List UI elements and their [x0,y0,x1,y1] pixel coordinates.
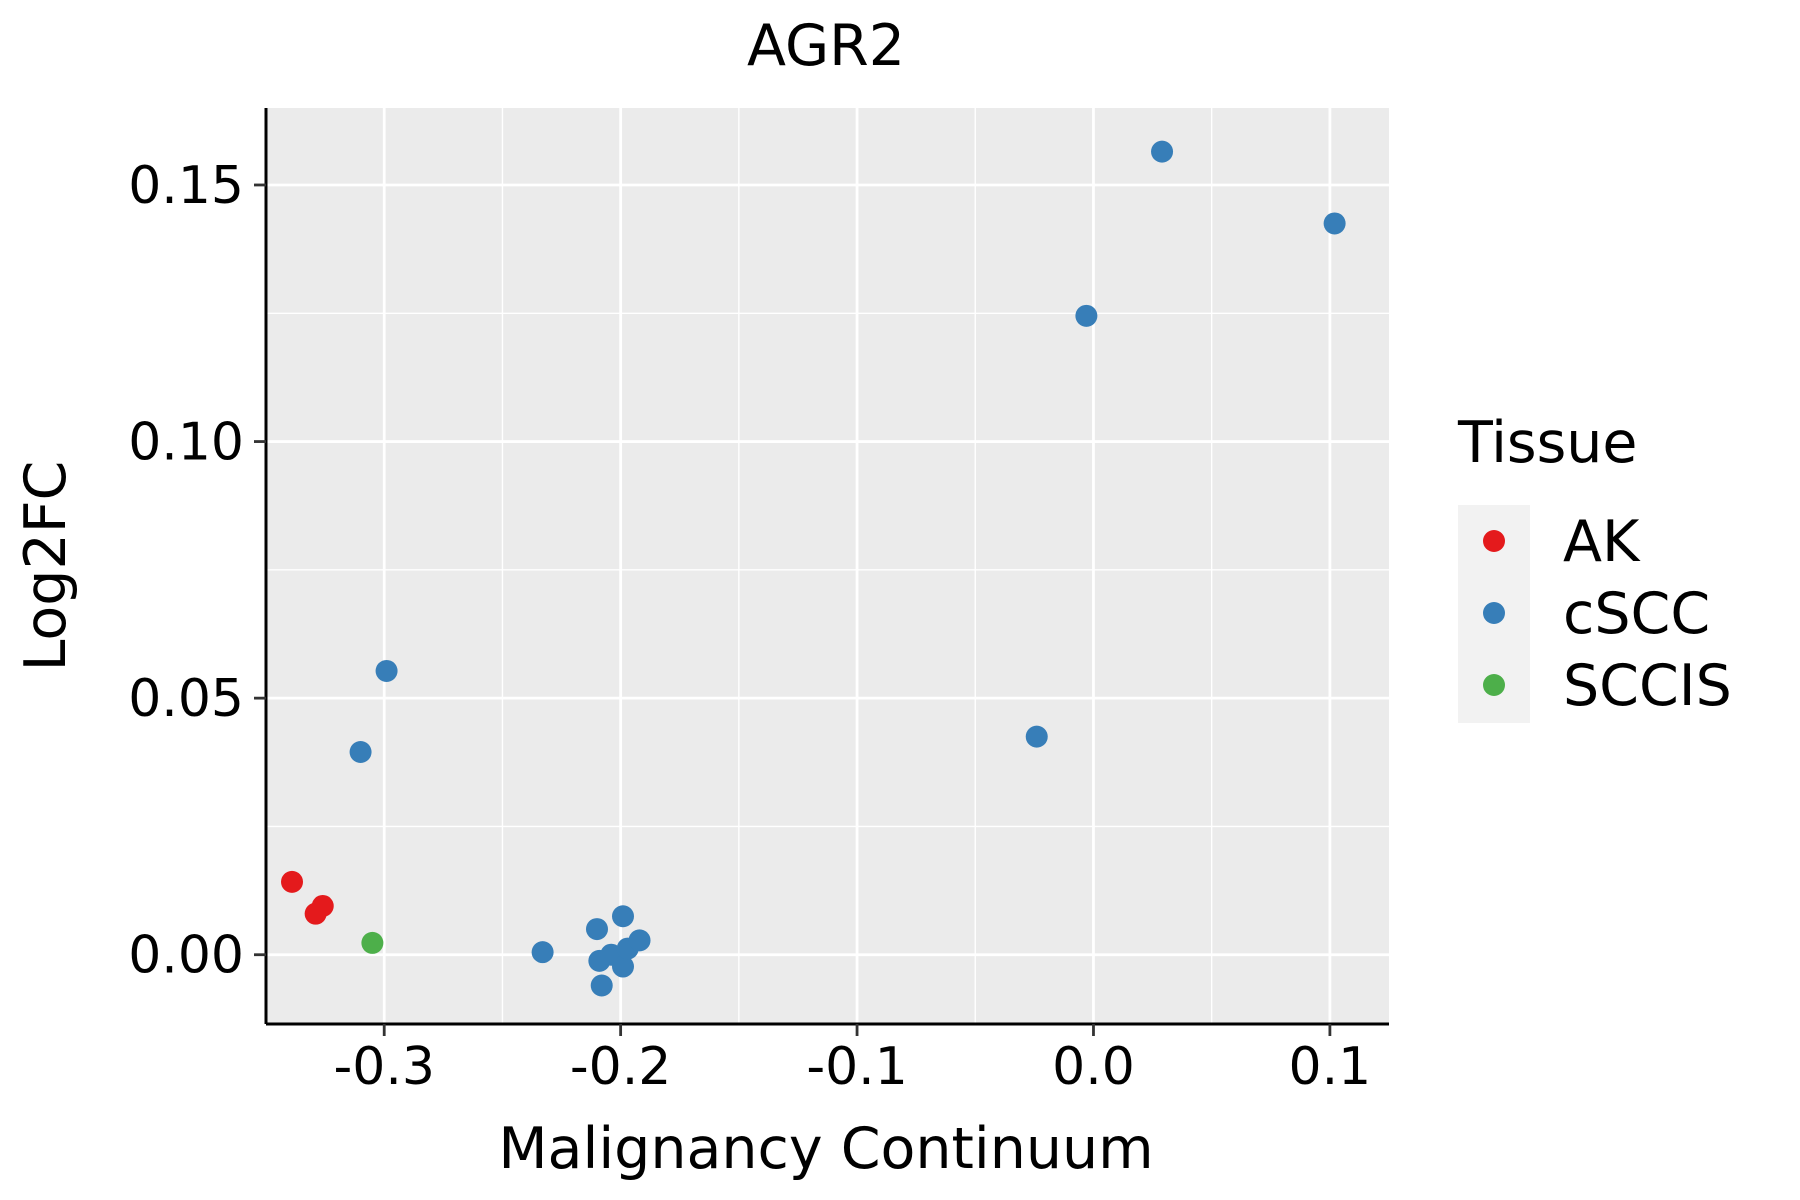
y-tick-label: 0.00 [128,926,244,986]
data-point-cscc [585,918,608,941]
data-point-cscc [349,741,372,764]
data-point-sccis [361,931,384,954]
data-points [281,140,1346,997]
data-point-cscc [375,659,398,682]
legend-label-cscc: cSCC [1563,581,1710,647]
plot-panel [266,108,1389,1024]
legend-key-cscc [1483,602,1505,624]
minor-gridlines [265,108,1389,1024]
data-point-cscc [1151,140,1174,163]
y-tick-label: 0.10 [128,413,244,473]
data-point-cscc [531,941,554,964]
x-tick-label: -0.1 [806,1037,907,1097]
legend-label-sccis: SCCIS [1563,653,1732,719]
data-point-ak [304,902,327,925]
data-point-cscc [628,929,651,952]
data-point-cscc [611,905,634,928]
x-axis-ticks: -0.3 -0.2 -0.1 0.0 0.1 [333,1024,1371,1097]
data-point-cscc [1075,304,1098,327]
data-point-cscc [590,974,613,997]
y-axis-title: Log2FC [13,461,79,672]
y-axis-ticks: 0.00 0.05 0.10 0.15 [128,156,266,986]
data-point-cscc [1025,725,1048,748]
data-point-cscc [1323,212,1346,235]
data-point-ak [281,870,304,893]
data-point-cscc [611,955,634,978]
y-tick-label: 0.15 [128,156,244,216]
x-tick-label: 0.1 [1289,1037,1372,1097]
chart-title: AGR2 [747,13,905,79]
x-tick-label: -0.3 [333,1037,434,1097]
legend-label-ak: AK [1563,509,1641,575]
y-tick-label: 0.05 [128,669,244,729]
x-tick-label: -0.2 [570,1037,671,1097]
x-tick-label: 0.0 [1052,1037,1135,1097]
x-axis-title: Malignancy Continuum [498,1116,1153,1182]
legend-key-sccis [1483,674,1505,696]
legend-title: Tissue [1457,410,1638,476]
legend-key-ak [1483,530,1505,552]
major-gridlines [266,108,1389,1024]
